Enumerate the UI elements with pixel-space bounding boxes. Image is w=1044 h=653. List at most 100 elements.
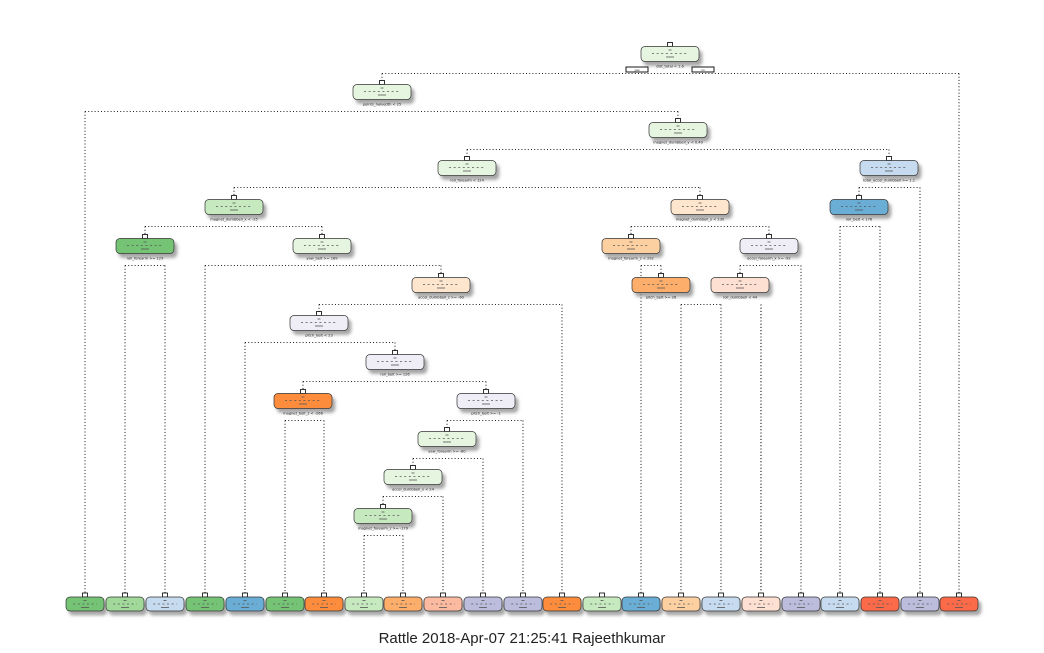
node-number-tab [319,234,325,239]
leaf-node [542,592,582,612]
split-node: dist_total < 1.6 [640,42,700,69]
node-box [621,596,661,612]
leaf-node [145,592,185,612]
node-number-tab [483,389,489,394]
node-number-tab [877,592,883,598]
node-box [289,315,349,331]
node-number-tab [638,592,644,598]
split-rule-label: accel_dumbbell_z >= -60 [418,296,465,300]
node-box [739,238,799,254]
split-rule-label: points_halvedth < 25 [363,103,402,107]
node-box [820,596,860,612]
node-number-tab [410,465,416,470]
node-number-tab [520,592,526,598]
node-number-tab [758,592,764,598]
node-box [542,596,582,612]
leaf-node [860,592,900,612]
tree-nodes: dist_total < 1.6 points_halvedth < 25 magn… [65,42,979,612]
node-box [265,596,305,612]
node-box [829,199,889,215]
node-number-tab [438,273,444,278]
split-node: magnet_dumbbell_y < 230 [670,195,730,222]
split-node: yaw_forearm >= -80 [417,427,477,454]
split-node: roll_forearm < 124 [437,156,497,183]
split-node: pitch_belt < 23 [289,311,349,338]
node-number-tab [675,118,681,123]
split-rule-label: magnet_forearm_z >= -179 [358,527,409,531]
split-node: points_halvedth < 25 [352,80,412,107]
split-rule-label: dist_total < 1.6 [656,65,684,69]
node-number-tab [142,234,148,239]
node-number-tab [316,311,322,316]
split-node: magnet_forearm_z < 292 [601,234,661,261]
node-box [670,199,730,215]
leaf-node [383,592,423,612]
node-number-tab [956,592,962,598]
split-rule-label: pitch_belt >= 26 [646,296,677,300]
leaf-node [105,592,145,612]
leaf-node [741,592,781,612]
node-number-tab [282,592,288,598]
leaf-node [820,592,860,612]
node-number-tab [321,592,327,598]
split-rule-label: roll_belt < 176 [846,218,873,222]
leaf-node [661,592,701,612]
node-number-tab [678,592,684,598]
node-box [900,596,940,612]
node-number-tab [444,427,450,432]
leaf-node [503,592,543,612]
leaf-node [900,592,940,612]
node-box [65,596,105,612]
node-number-tab [886,156,892,161]
split-rule-label: total_accel_dumbbell >= 1.1 [863,179,915,183]
node-box [225,596,265,612]
node-number-tab [231,195,237,200]
split-rule-label: pitch_belt >= -1 [471,412,501,416]
node-number-tab [480,592,486,598]
node-number-tab [361,592,367,598]
leaf-node [463,592,503,612]
node-box [741,596,781,612]
node-box [344,596,384,612]
node-number-tab [379,80,385,85]
split-node: accel_dumbbell_x < 24 [383,465,443,492]
split-rule-label: yaw_forearm >= -80 [428,450,466,454]
node-number-tab [440,592,446,598]
branch-no-box [691,66,715,73]
node-box [640,46,700,62]
node-number-tab [400,592,406,598]
node-box [185,596,225,612]
node-box [105,596,145,612]
decision-tree-diagram: dist_total < 1.6 points_halvedth < 25 magn… [65,42,979,612]
node-box [859,160,919,176]
node-box [411,277,471,293]
split-node: magnet_dumbbell_x < -25 [204,195,264,222]
node-box [383,469,443,485]
split-node: roll_belt < 176 [829,195,889,222]
node-box [661,596,701,612]
node-box [456,393,516,409]
split-node: roll_forearm >= 129 [115,234,175,261]
split-rule-label: roll_belt >= 126 [380,373,410,377]
node-box [648,122,708,138]
split-rule-label: accel_forearm_x >= -92 [747,257,790,261]
node-number-tab [856,195,862,200]
node-number-tab [380,504,386,509]
node-box [503,596,543,612]
node-number-tab [82,592,88,598]
node-box [204,199,264,215]
node-box [437,160,497,176]
node-number-tab [837,592,843,598]
node-number-tab [202,592,208,598]
node-number-tab [737,273,743,278]
node-box [710,277,770,293]
node-number-tab [122,592,128,598]
split-node: magnet_dumbbell_y < 0.40 [648,118,708,145]
node-box [365,354,425,370]
node-box [383,596,423,612]
split-node: accel_dumbbell_z >= -60 [411,273,471,300]
caption-text: Rattle 2018-Apr-07 21:25:41 Rajeethkumar [378,630,666,647]
node-number-tab [697,195,703,200]
node-box [273,393,333,409]
node-number-tab [917,592,923,598]
